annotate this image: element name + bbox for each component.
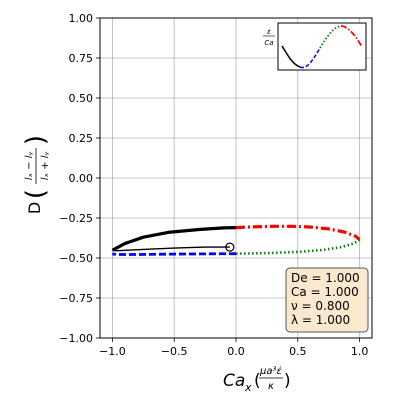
y-tick-label: −0.25: [59, 212, 93, 225]
y-axis-title: D ( lₓ − lᵧ lₓ + lᵧ ): [21, 135, 51, 214]
parameter-box-frame: [285, 267, 369, 333]
x-axis-open-paren: (: [254, 371, 261, 391]
series-line-solid-black-thick: [111, 226, 237, 252]
x-axis-frac-den: κ: [268, 381, 274, 392]
series-line-dashdot-red: [235, 224, 361, 241]
x-axis-sub: x: [244, 381, 252, 394]
x-ticks: −1.0 −0.5 0.0 0.5 1.0: [99, 338, 368, 358]
x-tick-label: 1.0: [351, 345, 369, 358]
series-layer: [111, 224, 361, 256]
inset: ε̇ Ca: [263, 22, 367, 71]
series-line-dotted-green: [235, 238, 361, 255]
y-tick-label: 0.50: [69, 92, 94, 105]
x-tick-label: 0.5: [289, 345, 307, 358]
x-tick-label: −1.0: [99, 345, 126, 358]
y-axis-close-paren: ): [21, 135, 51, 145]
inset-ylabel-num: ε̇: [267, 28, 271, 36]
y-tick-label: 0.75: [69, 52, 94, 65]
inset-frame: [277, 22, 367, 71]
x-axis-main: Ca: [223, 371, 245, 391]
y-tick-label: −0.50: [59, 252, 93, 265]
inset-curve-red: [340, 25, 363, 48]
x-axis-frac-num: μa³ε̇: [259, 365, 282, 377]
y-ticks: −1.00 −0.75 −0.50 −0.25 0.00 0.25 0.50 0.75 1.00: [59, 12, 100, 345]
y-axis-frac-den: lₓ + lᵧ: [40, 152, 51, 181]
param-nu: ν = 0.800: [291, 299, 350, 313]
y-tick-label: −1.00: [59, 332, 93, 345]
y-tick-label: −0.75: [59, 292, 93, 305]
series-line-solid-black-thin: [114, 246, 230, 252]
inset-curve-green: [319, 25, 342, 49]
start-point-marker: [225, 242, 235, 252]
param-ca: Ca = 1.000: [291, 285, 359, 299]
inset-ylabel-den: Ca: [264, 39, 273, 47]
param-lambda: λ = 1.000: [291, 313, 350, 327]
y-axis-open-paren: (: [21, 189, 51, 199]
inset-curve-blue: [299, 47, 321, 69]
y-axis-main: D: [25, 202, 44, 214]
series-line-dashed-blue: [112, 252, 237, 256]
y-tick-label: 1.00: [69, 12, 94, 25]
param-de: De = 1.000: [291, 271, 360, 285]
x-tick-label: −0.5: [161, 345, 188, 358]
y-tick-label: 0.25: [69, 132, 94, 145]
inset-curve-black: [281, 45, 301, 68]
parameter-box: De = 1.000 Ca = 1.000 ν = 0.800 λ = 1.00…: [285, 267, 369, 333]
x-axis-close-paren: ): [284, 371, 291, 391]
x-tick-label: 0.0: [227, 345, 245, 358]
x-axis-title: Ca x ( μa³ε̇ κ ): [223, 365, 291, 394]
y-tick-label: 0.00: [69, 172, 94, 185]
y-axis-frac-num: lₓ − lᵧ: [24, 152, 35, 181]
